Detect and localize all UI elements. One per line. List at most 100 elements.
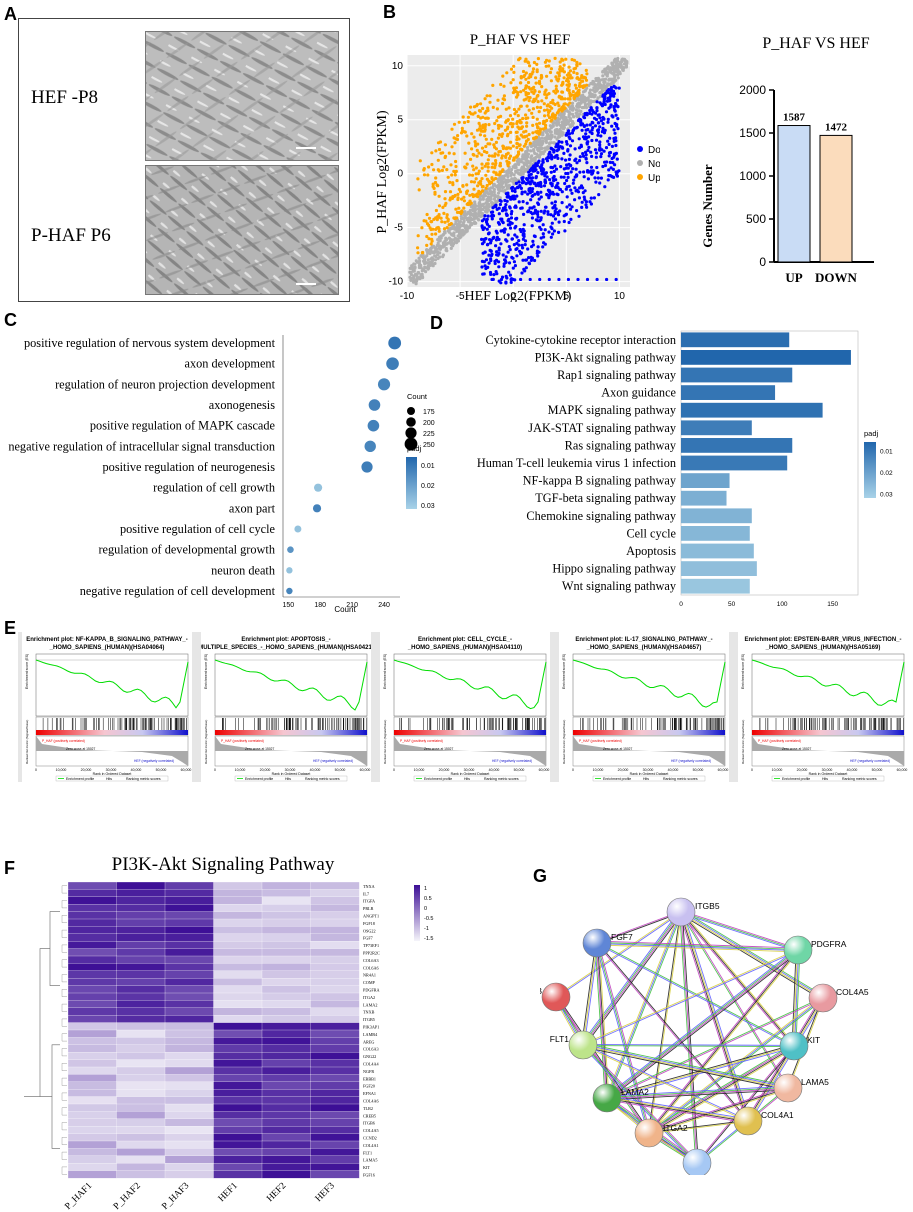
heatmap-cell [164,896,215,905]
go-dot [367,419,380,432]
volcano-point-up [565,83,569,87]
volcano-point-down [532,234,536,238]
network-edge [680,912,798,952]
genebar-bar-up [777,125,811,263]
dot-padj-colorbar [406,457,417,509]
network-edge [648,949,799,1134]
volcano-point-up [524,116,528,121]
volcano-point-up [467,201,471,205]
volcano-point-up [557,109,561,113]
volcano-point-down [504,208,508,212]
volcano-point-down [541,232,545,236]
go-dot [294,525,302,533]
heatmap-cell [310,1037,360,1046]
volcano-point-up [487,123,491,127]
kegg-pathway-label: Chemokine signaling pathway [526,509,676,523]
heatmap-cell [116,1044,166,1053]
heatmap-cell [261,926,312,935]
volcano-point-down [482,260,486,264]
volcano-point-up [485,150,489,155]
volcano-point-no [596,76,600,80]
volcano-point-no [603,80,607,84]
volcano-point-no [472,203,476,207]
heatmap-scale-tick: 1 [424,886,427,892]
volcano-point-down [550,201,554,205]
heatmap-cell [116,992,166,1001]
kegg-pathway-label: MAPK signaling pathway [548,403,677,417]
heatmap-cell [310,978,360,987]
gsea-xtick: 60,000 [539,768,550,772]
volcano-point-no [571,106,575,110]
volcano-point-no [551,121,555,125]
heatmap-cell [310,1111,360,1120]
volcano-point-up [558,60,562,64]
gsea-es-curve [393,659,547,710]
volcano-point-down [530,179,534,183]
gsea-xlabel: Rank in Ordered Dataset [451,772,490,776]
volcano-point-no [490,201,494,205]
gsea-title: Enrichment plot: EPSTEIN-BARR_VIRUS_INFE… [744,637,901,643]
volcano-point-no [441,253,445,257]
volcano-point-down [559,175,563,179]
volcano-point-up [430,239,434,243]
kegg-padj-tick: 0.02 [880,470,893,477]
volcano-point-down [514,224,518,229]
volcano-point-no [420,269,424,273]
volcano-point-up [443,154,448,158]
volcano-point-up [524,129,528,133]
volcano-point-down [574,126,578,130]
volcano-point-no [551,123,555,127]
volcano-point-down [595,109,599,113]
volcano-point-no [621,68,625,72]
volcano-point-down [555,153,559,158]
volcano-point-down [527,176,531,180]
volcano-point-down [580,200,584,204]
volcano-point-up [470,173,475,177]
go-term-label: regulation of cell growth [153,481,275,495]
volcano-point-up [454,137,458,141]
panel-label-e: E [4,618,17,638]
heatmap-cell [164,911,215,920]
volcano-point-up [537,121,542,125]
heatmap-cell [116,918,166,927]
heatmap-cell [261,1007,312,1016]
volcano-point-down [551,190,555,194]
heatmap-cell [67,889,118,898]
volcano-point-up [499,82,503,87]
volcano-point-down [576,277,580,282]
volcano-point-up [559,107,563,111]
volcano-point-down [493,261,497,266]
heatmap-gene-label: LAMA2 [363,1002,377,1007]
volcano-point-down [491,210,495,214]
heatmap-cell [213,948,263,957]
volcano-point-up [516,91,520,95]
volcano-point-down [565,142,569,146]
volcano-point-down [521,200,525,204]
gsea-xtick: 0 [393,768,395,772]
volcano-point-no [580,106,584,110]
volcano-point-up [530,87,534,91]
gsea-es-curve [751,659,905,706]
gsea-xtick: 10,000 [414,768,425,772]
volcano-point-up [475,154,479,158]
volcano-point-up [488,100,492,104]
volcano-point-down [490,217,494,221]
volcano-point-down [498,202,502,207]
gsea-xtick: 10,000 [593,768,604,772]
volcano-point-up [521,116,525,121]
volcano-point-down [480,224,484,228]
volcano-point-up [481,126,485,130]
volcano-point-down [485,220,489,224]
volcano-point-up [519,104,523,108]
volcano-point-down [530,216,534,220]
volcano-point-up [497,126,501,130]
heatmap-cell [67,918,118,927]
heatmap-cell [261,1037,312,1046]
volcano-point-up [525,124,529,128]
volcano-point-down [533,211,537,215]
volcano-point-down [586,140,590,144]
volcano-point-up [553,102,557,107]
volcano-point-up [457,120,461,124]
volcano-point-down [537,197,541,201]
kegg-pathway-label: Human T-cell leukemia virus 1 infection [477,456,676,470]
